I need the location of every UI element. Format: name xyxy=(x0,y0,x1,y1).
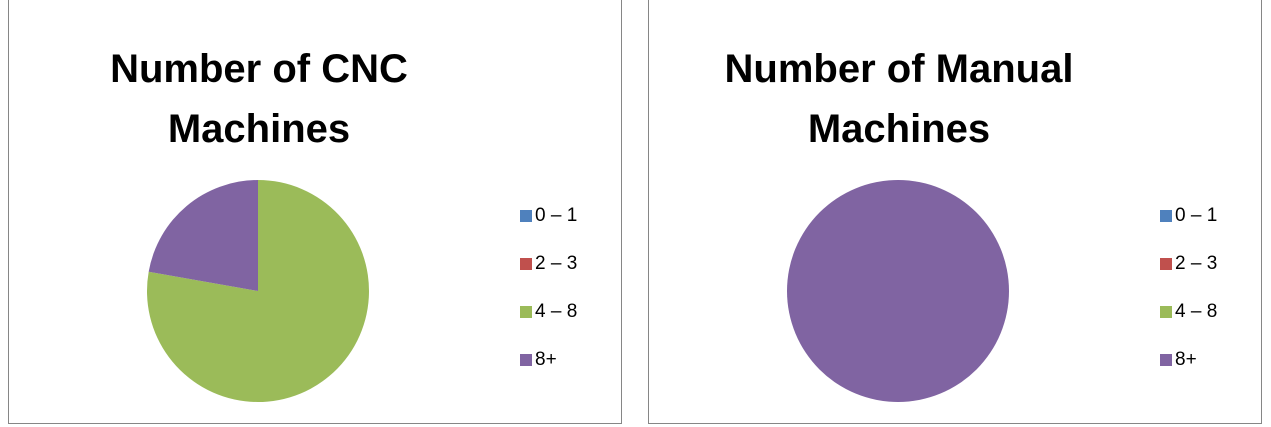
chart: 0 – 1 2 – 3 4 – 8 8+ xyxy=(787,180,1217,402)
chart-panel: Number of Manual Machines 0 – 1 2 – 3 4 – … xyxy=(648,0,1262,424)
legend-swatch xyxy=(520,306,532,318)
legend-label: 2 – 3 xyxy=(1175,253,1217,274)
legend-label: 4 – 8 xyxy=(1175,301,1217,322)
legend-swatch xyxy=(1160,306,1172,318)
legend-label: 8+ xyxy=(535,349,557,370)
legend-label: 8+ xyxy=(1175,349,1197,370)
legend-label: 4 – 8 xyxy=(535,301,577,322)
pie-slice xyxy=(148,180,258,291)
legend-swatch xyxy=(520,354,532,366)
chart: 0 – 1 2 – 3 4 – 8 8+ xyxy=(147,180,577,402)
legend-label: 0 – 1 xyxy=(1175,205,1217,226)
chart-title: Number of Manual Machines xyxy=(724,47,1074,151)
legend-label: 2 – 3 xyxy=(535,253,577,274)
legend-label: 0 – 1 xyxy=(535,205,577,226)
legend-swatch xyxy=(1160,354,1172,366)
chart-panel: Number of CNC Machines 0 – 1 2 – 3 4 – 8 8+ xyxy=(8,0,622,424)
legend-swatch xyxy=(1160,210,1172,222)
pie-slice xyxy=(787,180,1009,402)
legend-swatch xyxy=(520,210,532,222)
legend-swatch xyxy=(1160,258,1172,270)
legend-swatch xyxy=(520,258,532,270)
chart-title: Number of CNC Machines xyxy=(110,47,408,151)
